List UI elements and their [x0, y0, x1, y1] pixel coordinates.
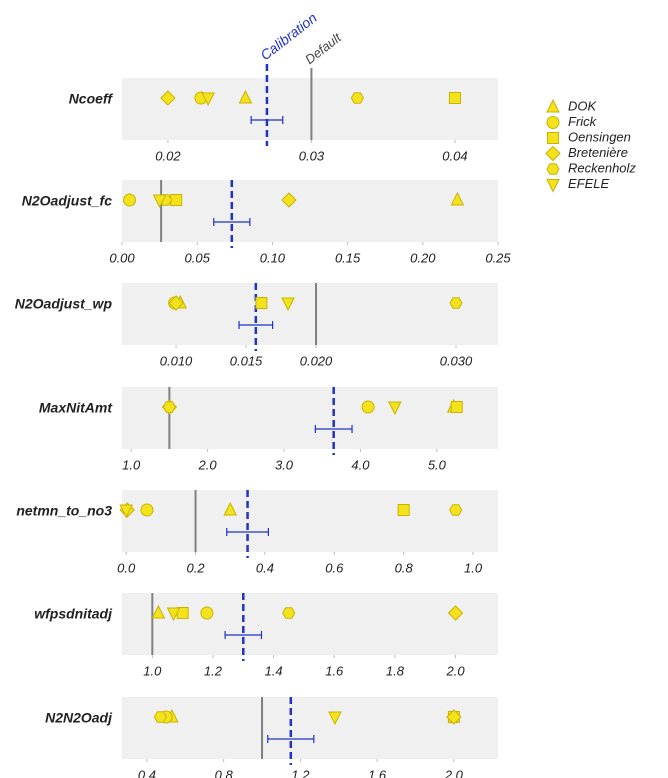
marker: [119, 504, 133, 519]
panel-background: [122, 697, 498, 759]
x-tick-label: 0.02: [155, 148, 181, 163]
x-tick-label: 2.0: [444, 767, 464, 778]
marker: [450, 401, 463, 413]
marker: [223, 501, 238, 516]
x-tick-label: 0.4: [138, 767, 156, 778]
x-tick-label: 1.6: [325, 663, 344, 678]
marker: [162, 401, 176, 413]
x-tick-label: 0.010: [160, 353, 193, 368]
legend-marker: [546, 179, 560, 193]
x-tick-label: 1.6: [368, 767, 387, 778]
x-tick-label: 0.015: [230, 353, 263, 368]
x-tick-label: 0.20: [410, 250, 436, 265]
marker: [166, 607, 181, 622]
x-tick-label: 0.2: [186, 560, 205, 575]
panel-background: [122, 490, 498, 552]
panel-title: N2N2Oadj: [45, 710, 113, 726]
panel-title: MaxNitAmt: [39, 400, 113, 416]
x-tick-label: 0.25: [485, 250, 511, 265]
marker: [140, 503, 154, 517]
marker: [168, 295, 184, 311]
marker: [282, 607, 296, 619]
marker: [160, 90, 176, 106]
x-tick-label: 0.8: [215, 767, 234, 778]
x-tick-label: 0.0: [117, 560, 136, 575]
legend-label: Oensingen: [568, 129, 631, 144]
x-tick-label: 3.0: [275, 457, 294, 472]
marker: [170, 194, 183, 206]
legend-label: Reckenholz: [568, 160, 636, 175]
marker: [446, 709, 462, 725]
marker: [447, 605, 464, 621]
panel-background: [122, 593, 498, 655]
legend-marker: [545, 145, 561, 162]
x-tick-label: 1.2: [291, 767, 310, 778]
x-tick-label: 0.04: [442, 148, 467, 163]
marker: [281, 297, 295, 312]
marker: [388, 401, 402, 416]
x-tick-label: 0.4: [256, 560, 274, 575]
x-tick-label: 5.0: [428, 457, 447, 472]
legend-marker: [546, 98, 560, 113]
x-tick-label: 0.03: [299, 148, 325, 163]
x-tick-label: 1.0: [122, 457, 141, 472]
marker: [123, 193, 137, 207]
panel-background: [122, 387, 498, 449]
marker: [450, 191, 465, 206]
panel-title: N2Oadjust_fc: [22, 193, 112, 209]
marker: [153, 711, 167, 723]
x-tick-label: 0.00: [109, 250, 135, 265]
x-tick-label: 1.0: [464, 560, 483, 575]
marker: [255, 297, 268, 309]
x-tick-label: 1.4: [265, 663, 283, 678]
marker: [238, 89, 253, 104]
marker: [151, 604, 166, 619]
legend-label: Bretenière: [568, 145, 628, 160]
legend-label: DOK: [568, 98, 598, 113]
x-tick-label: 1.0: [143, 663, 162, 678]
x-tick-label: 0.05: [185, 250, 211, 265]
x-tick-label: 1.2: [204, 663, 223, 678]
marker: [201, 92, 215, 107]
default-annotation: Default: [302, 29, 345, 67]
x-tick-label: 1.8: [386, 663, 405, 678]
legend-marker: [546, 116, 560, 129]
x-tick-label: 0.030: [440, 353, 473, 368]
x-tick-label: 2.0: [446, 663, 466, 678]
panel-background: [122, 180, 498, 242]
x-tick-label: 0.8: [395, 560, 414, 575]
marker: [200, 606, 214, 620]
marker: [449, 504, 463, 516]
legend-marker: [547, 132, 559, 144]
marker: [448, 92, 461, 104]
marker: [361, 400, 375, 414]
legend-label: EFELE: [568, 176, 610, 191]
panel-title: N2Oadjust_wp: [15, 296, 113, 312]
marker: [328, 711, 342, 726]
legend-marker: [546, 163, 560, 175]
marker: [152, 194, 167, 209]
panel-title: wfpsdnitadj: [34, 606, 113, 622]
panel-background: [122, 78, 498, 140]
legend-label: Frick: [568, 114, 598, 129]
marker: [281, 192, 297, 208]
panel-title: Ncoeff: [69, 91, 114, 107]
x-tick-label: 0.6: [325, 560, 344, 575]
marker: [397, 504, 410, 516]
marker: [350, 92, 364, 104]
x-tick-label: 0.020: [300, 353, 333, 368]
x-tick-label: 2.0: [198, 457, 218, 472]
x-tick-label: 0.15: [335, 250, 361, 265]
x-tick-label: 4.0: [351, 457, 370, 472]
marker: [449, 297, 463, 309]
panel-title: netmn_to_no3: [16, 503, 112, 519]
panel-background: [122, 283, 498, 345]
x-tick-label: 0.10: [260, 250, 286, 265]
